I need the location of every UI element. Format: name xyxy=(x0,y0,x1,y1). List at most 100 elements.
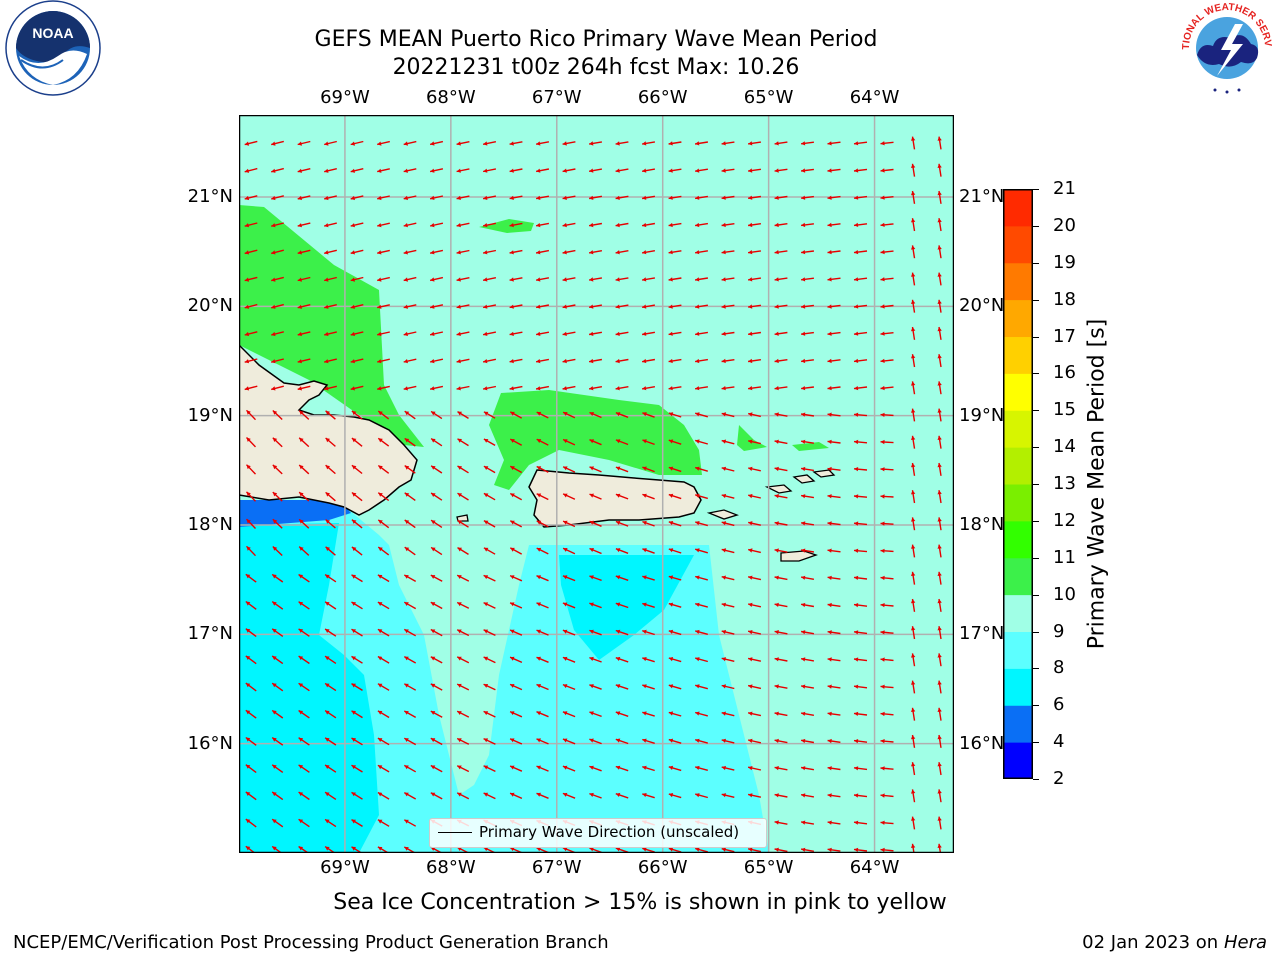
wave-arrow-head xyxy=(430,141,435,146)
wave-arrow-head xyxy=(748,250,753,255)
wave-arrow-head xyxy=(297,168,302,173)
wave-arrow-head xyxy=(562,847,568,852)
wave-arrow-head xyxy=(668,304,673,309)
wave-arrow-head xyxy=(271,386,276,391)
wave-arrow-head xyxy=(457,656,462,661)
wave-arrow-head xyxy=(536,195,541,200)
wave-arrow-head xyxy=(536,493,542,498)
wave-arrow-head xyxy=(801,630,806,635)
lon-label-bottom: 66°W xyxy=(637,857,688,878)
wave-arrow-head xyxy=(801,277,806,282)
wave-arrow-head xyxy=(246,519,251,524)
wave-arrow-head xyxy=(589,250,594,255)
map-frame xyxy=(238,114,955,854)
wave-arrow-head xyxy=(456,195,461,200)
svg-text:NOAA: NOAA xyxy=(32,25,73,41)
wave-arrow-head xyxy=(668,141,673,146)
wave-arrow-head xyxy=(668,222,673,228)
wave-arrow-head xyxy=(721,602,726,607)
wave-arrow-head xyxy=(937,762,942,767)
wave-arrow-head xyxy=(937,218,942,223)
wave-arrow-head xyxy=(615,195,620,200)
wave-arrow-head xyxy=(774,250,779,255)
wave-arrow-head xyxy=(483,629,489,634)
wave-arrow-head xyxy=(642,412,647,417)
wave-arrow-head xyxy=(377,250,382,255)
wave-arrow-head xyxy=(748,168,753,173)
wave-arrow-head xyxy=(483,411,489,416)
wave-arrow-head xyxy=(911,218,916,223)
wave-arrow-head xyxy=(245,601,251,606)
wave-arrow-head xyxy=(827,793,832,798)
wave-arrow-head xyxy=(589,738,594,743)
wave-arrow-head xyxy=(510,684,515,688)
wave-arrow-head xyxy=(880,141,885,146)
wave-arrow-head xyxy=(456,141,461,146)
wave-arrow-head xyxy=(403,141,408,146)
wave-arrow-head xyxy=(298,601,304,606)
land-virgin-islands xyxy=(764,469,836,494)
wave-arrow-head xyxy=(721,195,726,200)
wave-arrow-head xyxy=(536,141,541,146)
colorbar-swatch xyxy=(1003,336,1033,374)
wave-arrow-head xyxy=(404,656,409,661)
wave-arrow-head xyxy=(245,819,251,824)
wave-arrow-head xyxy=(668,684,674,689)
colorbar-swatch xyxy=(1003,668,1033,706)
wave-arrow-head xyxy=(351,465,357,470)
lat-label-left: 20°N xyxy=(187,295,233,317)
wave-arrow-head xyxy=(377,168,382,173)
wave-arrow-head xyxy=(245,655,251,660)
lon-label-bottom: 68°W xyxy=(425,857,476,878)
wave-arrow-head xyxy=(377,710,383,715)
wave-arrow-head xyxy=(801,168,806,173)
wave-arrow-head xyxy=(325,737,330,742)
wave-arrow-head xyxy=(589,493,594,498)
wave-arrow-head xyxy=(880,331,885,336)
wave-arrow-head xyxy=(325,465,330,470)
colorbar-tick-mark xyxy=(1033,225,1039,227)
wave-arrow-head xyxy=(483,331,488,336)
wave-arrow-head xyxy=(403,168,408,173)
wave-arrow-head xyxy=(801,657,806,662)
wave-arrow-head xyxy=(246,437,251,442)
wave-arrow-head xyxy=(297,386,302,391)
wave-arrow-head xyxy=(937,245,942,250)
wave-arrow-head xyxy=(668,629,674,634)
wave-arrow-head xyxy=(404,438,410,443)
legend: Primary Wave Direction (unscaled) xyxy=(429,818,767,848)
wave-arrow-head xyxy=(456,277,461,282)
field-10-11s-patch-1 xyxy=(479,219,534,233)
wave-arrow-head xyxy=(642,466,647,471)
wave-arrow-head xyxy=(483,223,488,228)
wave-arrow-head xyxy=(589,439,594,444)
wave-arrow-head xyxy=(377,602,383,606)
footer-machine: Hera xyxy=(1223,932,1267,953)
wave-arrow-head xyxy=(880,249,885,255)
wave-arrow-head xyxy=(642,386,647,391)
wave-arrow-head xyxy=(377,574,383,579)
wave-arrow-head xyxy=(378,411,383,416)
wave-arrow-head xyxy=(774,793,779,798)
wave-arrow-head xyxy=(562,765,568,770)
wave-arrow-head xyxy=(642,141,647,146)
wave-arrow-head xyxy=(774,277,779,282)
wave-arrow-head xyxy=(880,385,885,391)
lon-label-top: 69°W xyxy=(320,87,370,108)
wave-arrow-head xyxy=(721,141,726,146)
wave-arrow-head xyxy=(937,544,942,549)
wave-arrow-head xyxy=(615,250,620,255)
wave-arrow-head xyxy=(271,331,276,337)
wave-arrow-head xyxy=(668,521,674,526)
wave-arrow-head xyxy=(536,277,541,282)
wave-arrow-head xyxy=(325,792,330,797)
wave-arrow-head xyxy=(721,847,726,852)
footer-date: 02 Jan 2023 on Hera xyxy=(1082,932,1267,954)
wave-arrow-head xyxy=(695,629,700,634)
wave-arrow-head xyxy=(615,629,621,634)
lon-label-bottom: 64°W xyxy=(849,857,900,878)
wave-arrow-head xyxy=(695,793,700,798)
wave-arrow-head xyxy=(695,277,700,282)
wave-arrow-head xyxy=(271,277,276,282)
wave-arrow-head xyxy=(801,494,806,499)
